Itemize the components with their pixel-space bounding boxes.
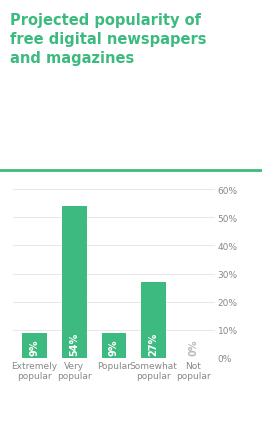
Text: 0%: 0% [188, 338, 198, 355]
Bar [141, 283, 166, 358]
Text: 9%: 9% [30, 338, 40, 355]
Bar [102, 333, 126, 358]
Text: 9%: 9% [109, 338, 119, 355]
Text: 27%: 27% [149, 332, 159, 355]
Bar [62, 207, 86, 358]
Text: 54%: 54% [69, 332, 79, 355]
Text: Projected popularity of
free digital newspapers
and magazines: Projected popularity of free digital new… [10, 13, 207, 66]
Bar [22, 333, 47, 358]
